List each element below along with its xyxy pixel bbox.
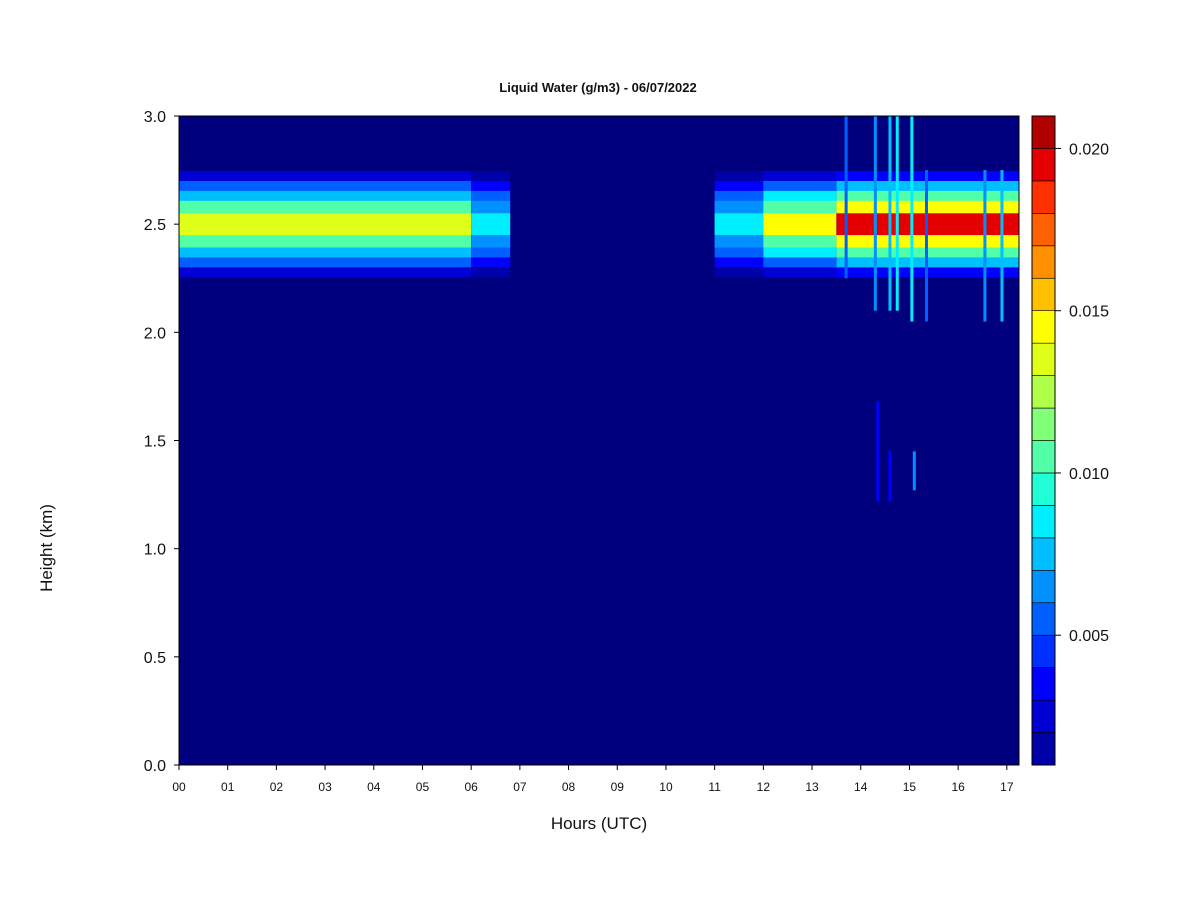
x-tick-label: 17 [1000,780,1014,794]
colorbar-swatch [1031,634,1056,668]
spike-3 [895,116,899,311]
x-tick-label: 13 [805,780,819,794]
colorbar-swatch [1031,667,1056,701]
x-axis: 00 01 02 03 04 05 06 07 08 09 10 11 12 13 14 15 16 17 [172,765,1014,794]
plot-area [178,115,1020,766]
y-tick-label: 0.5 [144,650,166,667]
x-tick-label: 06 [464,780,478,794]
chart-title: Liquid Water (g/m3) - 06/07/2022 [499,80,696,95]
x-axis-label: Hours (UTC) [551,814,647,833]
colorbar-tick-label: 0.010 [1069,466,1109,483]
colorbar-swatch [1031,472,1056,506]
spike-8 [876,401,880,502]
spike-4 [910,116,914,322]
colorbar-swatch [1031,602,1056,636]
y-tick-label: 3.0 [144,109,166,126]
spike-0 [844,116,848,279]
x-tick-label: 16 [951,780,965,794]
x-tick-label: 01 [221,780,235,794]
colorbar-swatch [1031,115,1056,149]
y-tick-label: 2.0 [144,325,166,342]
colorbar-tick-label: 0.015 [1069,304,1109,321]
y-tick-label: 1.5 [144,434,166,451]
colorbar-swatch [1031,505,1056,539]
cloud-band-2-4 [714,213,764,236]
spike-1 [873,116,877,311]
colorbar-swatch [1031,699,1056,733]
colorbar-tick-label: 0.005 [1069,628,1109,645]
x-tick-label: 14 [854,780,868,794]
x-tick-label: 15 [903,780,917,794]
colorbar-swatch [1031,213,1056,247]
colorbar-tick-label: 0.020 [1069,141,1109,158]
y-tick-label: 1.0 [144,542,166,559]
spike-2 [888,116,892,311]
x-tick-label: 08 [562,780,576,794]
y-axis: 0.0 0.5 1.0 1.5 2.0 2.5 3.0 [144,109,179,775]
x-tick-label: 02 [270,780,284,794]
colorbar-swatch [1031,732,1056,766]
colorbar-swatch [1031,180,1056,214]
x-tick-label: 03 [318,780,332,794]
x-tick-label: 09 [611,780,625,794]
colorbar-border [1031,115,1056,766]
spike-7 [1000,170,1004,322]
colorbar-swatch [1031,310,1056,344]
colorbar-swatch [1031,440,1056,474]
spike-6 [983,170,987,322]
colorbar-swatch [1031,277,1056,312]
spike-10 [912,451,916,491]
colorbar-swatch [1031,148,1056,182]
cloud-band-3-4 [763,213,837,236]
colorbar-swatch [1031,569,1056,604]
spike-5 [924,170,928,322]
x-tick-label: 12 [757,780,771,794]
colorbar-swatch [1031,537,1056,571]
x-tick-label: 07 [513,780,527,794]
colorbar-swatch [1031,375,1056,409]
y-tick-label: 2.5 [144,217,166,234]
x-tick-label: 04 [367,780,381,794]
x-tick-label: 10 [659,780,673,794]
spike-9 [888,451,892,502]
y-axis-label: Height (km) [37,504,56,592]
colorbar: 0.005 0.010 0.015 0.020 [1031,115,1109,766]
cloud-band-0-4 [179,213,472,236]
colorbar-swatch [1031,245,1056,279]
cloud-band-1-4 [471,213,511,236]
x-tick-label: 00 [172,780,186,794]
x-tick-label: 11 [708,780,721,794]
x-tick-label: 05 [416,780,430,794]
y-tick-label: 0.0 [144,758,166,775]
colorbar-swatch [1031,342,1056,376]
colorbar-swatch [1031,407,1056,441]
